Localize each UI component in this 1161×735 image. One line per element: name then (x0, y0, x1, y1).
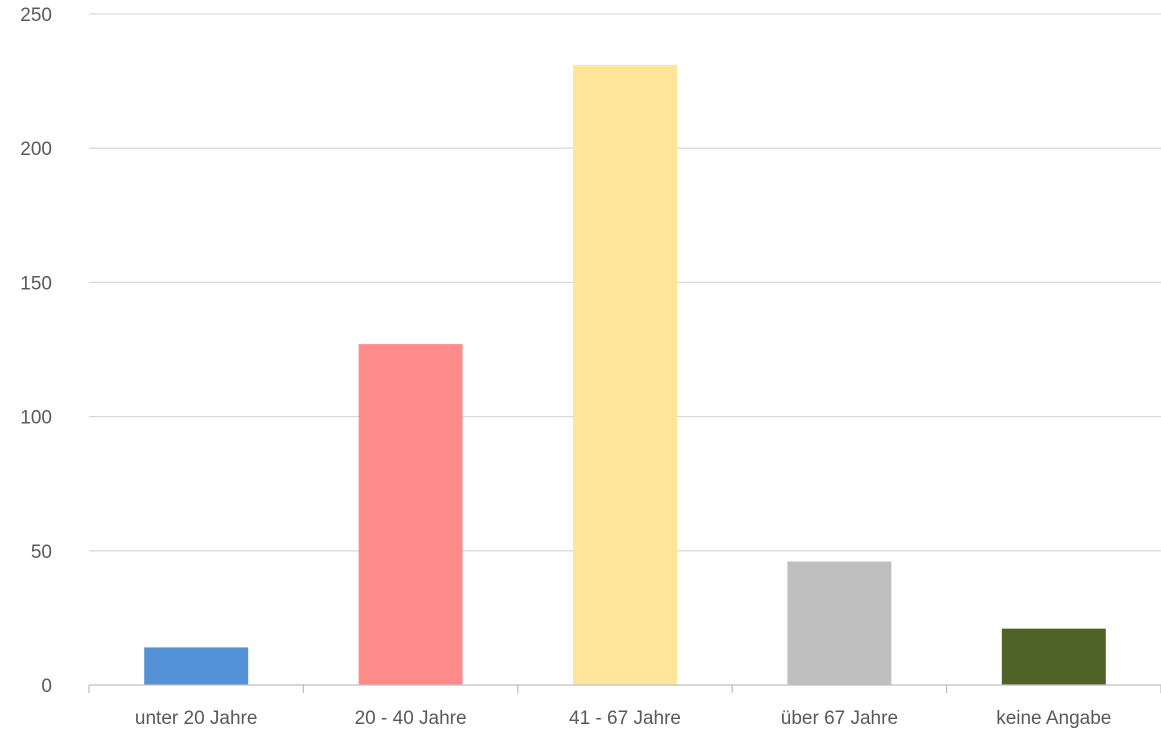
axis-labels: 0 50 100 150 200 250 unter 20 Jahre 20 - 40 Jah… (20, 5, 1111, 729)
x-axis (88, 684, 1161, 693)
y-tick-label: 200 (20, 139, 52, 160)
x-category-label: 41 - 67 Jahre (569, 708, 681, 729)
x-category-label: keine Angabe (996, 708, 1111, 729)
bar-3 (787, 561, 892, 685)
y-tick-label: 250 (20, 5, 52, 26)
bar-4 (1001, 628, 1106, 685)
y-tick-label: 100 (20, 408, 52, 429)
x-category-label: unter 20 Jahre (135, 708, 258, 729)
x-category-label: über 67 Jahre (781, 708, 898, 729)
y-tick-label: 0 (41, 676, 52, 697)
y-tick-label: 150 (20, 273, 52, 294)
x-category-label: 20 - 40 Jahre (355, 708, 467, 729)
bar-0 (144, 647, 249, 685)
bars (144, 64, 1106, 686)
y-tick-label: 50 (31, 542, 52, 563)
bar-1 (358, 344, 463, 685)
bar-2 (573, 64, 677, 686)
